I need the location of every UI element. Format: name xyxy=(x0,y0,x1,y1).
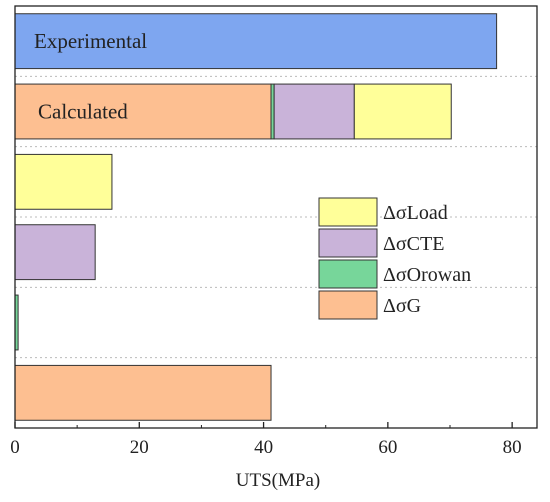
x-tick-label-40: 40 xyxy=(254,437,273,458)
bar-label-experimental: Experimental xyxy=(34,29,147,53)
bar-label-calculated: Calculated xyxy=(38,100,128,124)
legend-swatch-cte xyxy=(318,228,378,258)
legend-label-orowan: ΔσOrowan xyxy=(383,264,471,286)
bar-labels: Experimental Calculated xyxy=(34,29,147,123)
x-tick-label-80: 80 xyxy=(503,437,522,458)
x-tick-label-20: 20 xyxy=(130,437,149,458)
legend-label-load: ΔσLoad xyxy=(383,202,448,224)
grid-lines xyxy=(15,75,537,359)
x-tick-label-60: 60 xyxy=(378,437,397,458)
legend: ΔσLoad ΔσCTE ΔσOrowan ΔσG xyxy=(318,197,471,320)
x-axis-title: UTS(MPa) xyxy=(236,470,320,491)
bar-6-segment-g xyxy=(14,364,272,421)
bar-2-segment-cte xyxy=(273,83,355,140)
bar-3-segment-load xyxy=(14,153,113,210)
bar-2-segment-load xyxy=(353,83,452,140)
legend-swatch-g xyxy=(318,290,378,320)
bar-4-segment-cte xyxy=(14,224,96,281)
legend-label-g: ΔσG xyxy=(383,295,421,317)
legend-swatch-load xyxy=(318,197,378,227)
x-tick-label-0: 0 xyxy=(10,437,20,458)
legend-label-cte: ΔσCTE xyxy=(383,233,444,255)
plot-frame xyxy=(14,5,538,429)
bar-1-segment-total xyxy=(14,13,498,70)
legend-swatch-orowan xyxy=(318,259,378,289)
x-axis-ticks: 0 20 40 60 80 xyxy=(10,422,522,458)
